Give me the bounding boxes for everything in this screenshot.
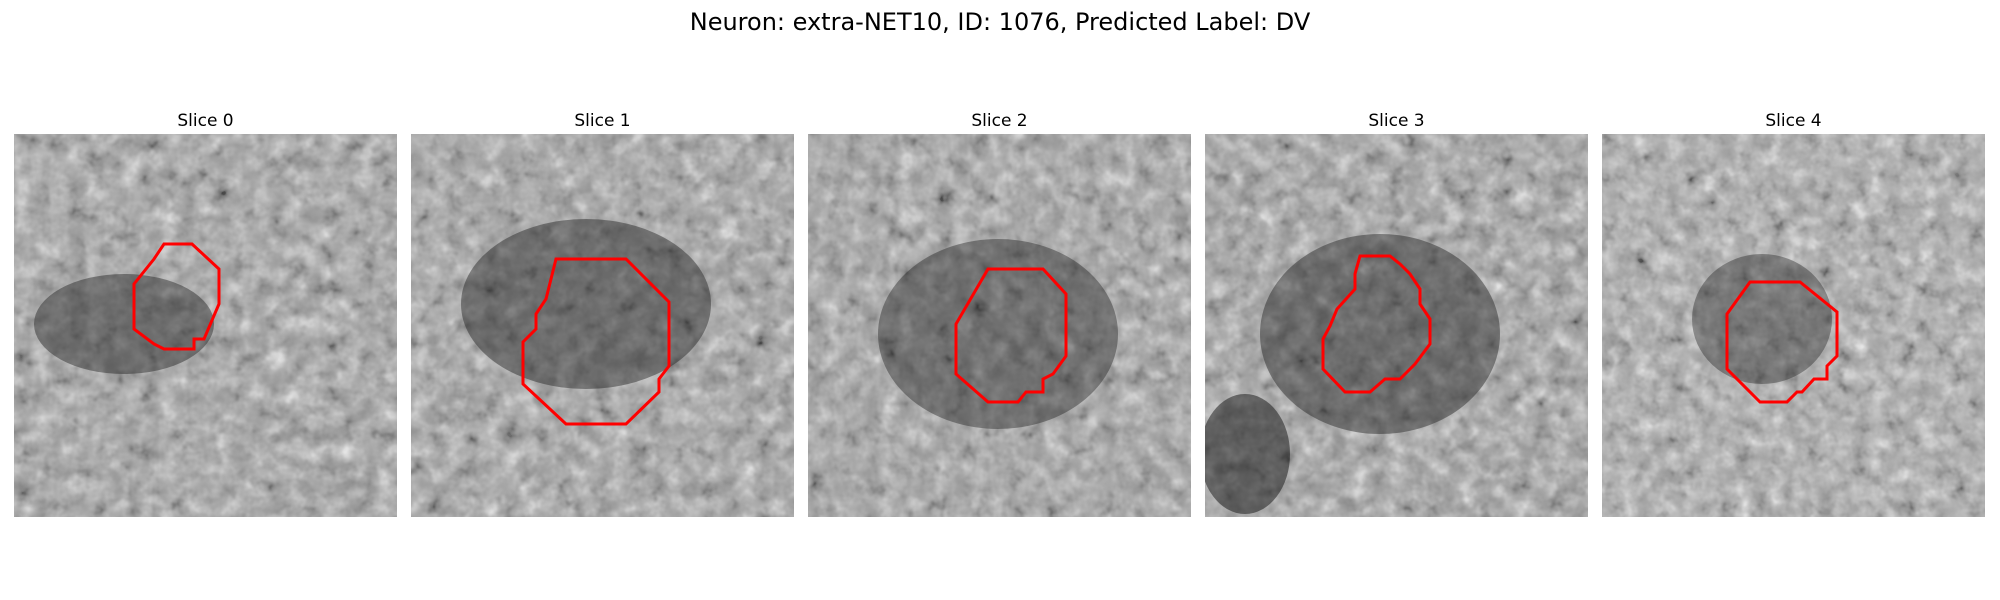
figure-title: Neuron: extra-NET10, ID: 1076, Predicted… <box>689 8 1311 36</box>
dark-region <box>1260 234 1500 434</box>
slice-image <box>1602 134 1985 517</box>
slice-title: Slice 1 <box>574 111 631 131</box>
dark-region <box>1205 394 1290 514</box>
dark-region <box>1692 254 1832 384</box>
slice-image <box>14 134 397 517</box>
slice-image <box>808 134 1191 517</box>
roi-contour <box>521 257 671 426</box>
slice-title: Slice 2 <box>971 111 1028 131</box>
dark-region <box>34 274 214 374</box>
roi-contour <box>132 242 221 351</box>
slice-title: Slice 4 <box>1765 111 1822 131</box>
slice-image <box>1205 134 1588 517</box>
slice-image <box>411 134 794 517</box>
dark-region <box>461 219 711 389</box>
roi-contour <box>1725 280 1839 404</box>
slice-panel-3: Slice 3 <box>1205 108 1588 517</box>
slice-panel-2: Slice 2 <box>808 108 1191 517</box>
roi-contour <box>954 267 1068 404</box>
slice-title: Slice 0 <box>177 111 234 131</box>
slice-panel-4: Slice 4 <box>1602 108 1985 517</box>
roi-contour <box>1321 254 1432 394</box>
slice-title: Slice 3 <box>1368 111 1425 131</box>
slice-panel-1: Slice 1 <box>411 108 794 517</box>
slice-panel-0: Slice 0 <box>14 108 397 517</box>
